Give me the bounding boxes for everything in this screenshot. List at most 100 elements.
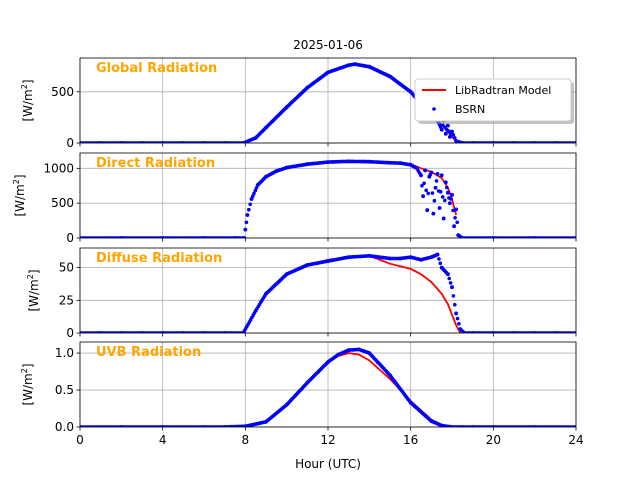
bsrn-point [434, 179, 439, 183]
bsrn-data-point [98, 141, 103, 143]
y-tick-label: 0 [66, 231, 74, 245]
legend-box [414, 78, 572, 122]
bsrn-data-point [326, 360, 330, 364]
bsrn-data-point [202, 331, 206, 333]
bsrn-data-point [443, 131, 448, 136]
bsrn-data-point [305, 380, 310, 385]
bsrn-data-point [574, 425, 576, 427]
bsrn-data-point [512, 331, 516, 333]
bsrn-data-point [450, 129, 454, 134]
bsrn-data-point [448, 201, 452, 206]
bsrn-data-point [429, 255, 434, 260]
bsrn-data-point [421, 194, 425, 199]
bsrn-data-point [119, 141, 124, 143]
y-axis-label: [W/m2] [26, 269, 41, 311]
legend-obs-label: BSRN [455, 103, 485, 116]
figure-title: 2025-01-06 [293, 38, 363, 52]
bsrn-point [432, 198, 437, 203]
bsrn-data-point [429, 170, 434, 175]
bsrn-data-point [202, 141, 206, 143]
x-tick-label: 4 [159, 433, 167, 447]
y-tick-label: 25 [59, 293, 74, 307]
y-axis-label-unit: [W/m [13, 184, 27, 216]
bsrn-data-point [427, 174, 432, 179]
bsrn-data-point [388, 160, 392, 165]
bsrn-data-point [454, 139, 458, 143]
bsrn-point [254, 186, 259, 190]
bsrn-data-point [80, 141, 82, 143]
bsrn-data-point [433, 185, 438, 190]
y-axis-label: [W/m2] [20, 79, 35, 121]
y-tick-label: 1.0 [55, 346, 74, 360]
bsrn-point [457, 322, 461, 326]
bsrn-point [451, 208, 455, 213]
bsrn-point [447, 276, 452, 281]
y-tick-label: 50 [59, 261, 74, 275]
legend-obs-swatch [432, 107, 436, 111]
bsrn-data-point [553, 141, 558, 143]
bsrn-data-point [222, 331, 227, 333]
bsrn-data-point [181, 331, 186, 333]
bsrn-data-point [249, 197, 254, 201]
panel-3: 0 25 50 Diffuse Radiation [W/m2] [26, 247, 577, 340]
bsrn-data-point [253, 136, 258, 140]
bsrn-point [422, 181, 426, 186]
bsrn-data-point [429, 419, 434, 423]
bsrn-data-point [425, 208, 430, 213]
bsrn-data-point [80, 331, 82, 333]
bsrn-data-point [326, 259, 330, 263]
bsrn-data-point [574, 141, 576, 143]
bsrn-point [247, 207, 251, 212]
bsrn-data-point [450, 285, 454, 290]
bsrn-data-point [574, 331, 576, 333]
bsrn-data-point [470, 141, 475, 143]
y-axis-label-unit: [W/m [21, 89, 35, 121]
bsrn-data-point [388, 373, 392, 378]
bsrn-data-point [222, 141, 227, 143]
bsrn-data-point [140, 331, 144, 333]
plot-area [80, 347, 576, 427]
bsrn-point [248, 202, 252, 207]
bsrn-point [453, 136, 457, 140]
y-tick-label: 0 [66, 136, 74, 150]
bsrn-data-point [264, 174, 268, 179]
bsrn-data-point [346, 255, 351, 260]
bsrn-data-point [98, 331, 103, 333]
bsrn-data-point [80, 236, 82, 238]
bsrn-data-point [119, 425, 124, 427]
bsrn-data-point [408, 255, 413, 260]
bsrn-data-point [264, 291, 268, 296]
bsrn-data-point [181, 141, 186, 143]
bsrn-data-point [439, 265, 444, 270]
bsrn-data-point [415, 166, 419, 171]
bsrn-point [420, 183, 424, 188]
bsrn-data-point [458, 327, 463, 331]
bsrn-data-point [446, 190, 450, 195]
panel-1: 0 500 Global Radiation [W/m2] [20, 57, 577, 150]
bsrn-data-point [353, 62, 357, 66]
x-tick-label: 24 [568, 433, 583, 447]
y-axis-label-close: ] [21, 363, 35, 368]
y-axis-label: [W/m2] [12, 174, 27, 216]
bsrn-data-point [284, 272, 289, 277]
bsrn-data-point [446, 123, 450, 128]
bsrn-data-point [439, 423, 444, 427]
y-axis-label-close: ] [21, 79, 35, 84]
bsrn-point [453, 216, 457, 220]
bsrn-data-point [274, 169, 279, 174]
x-tick-label: 0 [76, 433, 84, 447]
y-tick-label: 500 [51, 85, 74, 99]
panel-title: Global Radiation [96, 61, 217, 76]
bsrn-data-point [119, 331, 124, 333]
bsrn-data-point [367, 64, 372, 69]
bsrn-data-point [305, 85, 310, 90]
bsrn-data-point [491, 425, 496, 427]
bsrn-data-point [439, 173, 444, 178]
bsrn-data-point [357, 347, 361, 352]
bsrn-point [438, 261, 443, 266]
bsrn-data-point [160, 141, 165, 143]
bsrn-data-point [491, 141, 496, 143]
bsrn-data-point [408, 162, 413, 167]
bsrn-data-point [264, 419, 268, 424]
x-axis-label: Hour (UTC) [295, 457, 361, 471]
